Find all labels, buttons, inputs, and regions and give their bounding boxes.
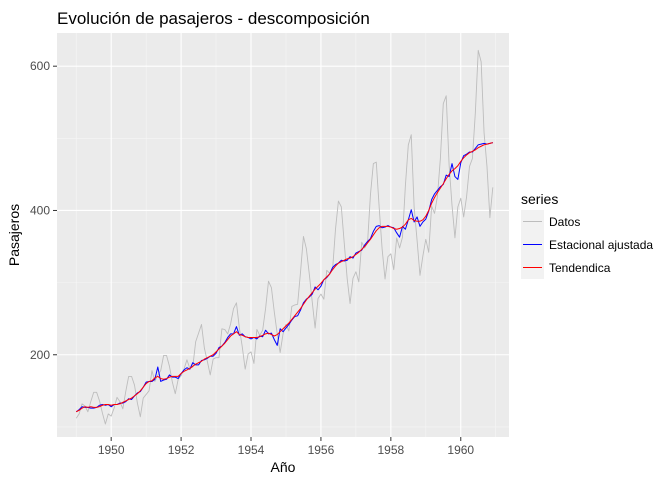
legend-label-datos: Datos <box>549 215 580 229</box>
x-tick-label: 1958 <box>377 443 404 457</box>
y-tick-label: 200 <box>30 348 50 362</box>
x-tick-label: 1954 <box>238 443 265 457</box>
series-line-tendendica <box>76 142 493 413</box>
series-line-estacional-ajustada <box>75 142 493 413</box>
legend: series Datos Estacional ajustada Tendendic… <box>521 191 653 279</box>
x-tick-label: 1960 <box>447 443 474 457</box>
x-axis-title: Año <box>271 459 296 475</box>
x-tick-label: 1956 <box>308 443 335 457</box>
y-tick-label: 600 <box>30 59 50 73</box>
grid-lines <box>57 33 509 437</box>
chart-title: Evolución de pasajeros - descomposición <box>57 9 370 28</box>
y-tick-label: 400 <box>30 203 50 217</box>
x-tick-label: 1952 <box>168 443 195 457</box>
x-tick-label: 1950 <box>98 443 125 457</box>
x-axis: 1950 1952 1954 1956 1958 1960 <box>98 437 474 457</box>
y-axis-title: Pasajeros <box>6 204 22 266</box>
plot-panel <box>57 33 509 437</box>
legend-title: series <box>521 191 558 207</box>
series-layer <box>75 49 494 425</box>
legend-label-tendendica: Tendendica <box>549 261 611 275</box>
y-axis: 200 400 600 <box>30 59 57 362</box>
legend-label-estacional-ajustada: Estacional ajustada <box>549 238 653 252</box>
